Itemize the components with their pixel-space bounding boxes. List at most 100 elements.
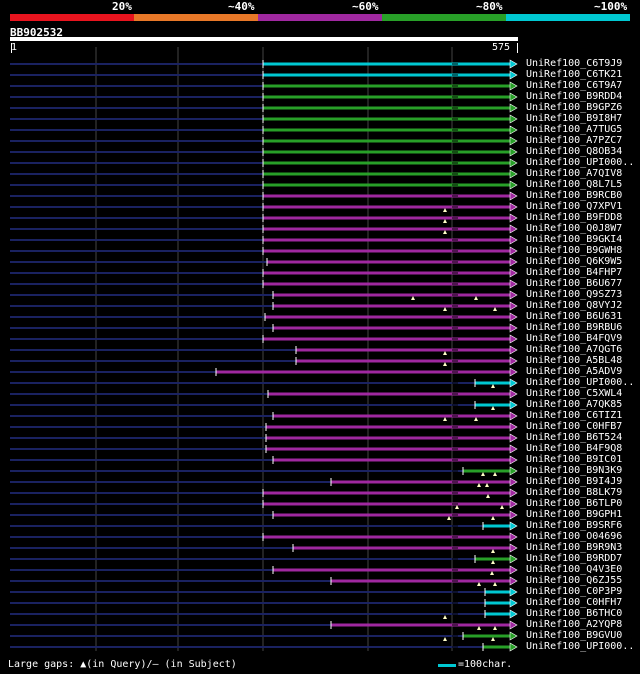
hit-arrow-22 xyxy=(509,301,518,311)
hit-label[interactable]: UniRef100_B9IC01 xyxy=(526,454,623,465)
hit-label[interactable]: UniRef100_Q8L7L5 xyxy=(526,179,623,190)
query-gap-marker-44-0 xyxy=(491,549,495,553)
hit-label[interactable]: UniRef100_A7QK85 xyxy=(526,399,623,410)
hit-label[interactable]: UniRef100_C0HFH7 xyxy=(526,597,623,608)
hit-label[interactable]: UniRef100_Q9SZ73 xyxy=(526,289,623,300)
hit-arrow-34 xyxy=(509,433,518,443)
hit-arrow-20 xyxy=(509,279,518,289)
hit-label[interactable]: UniRef100_B4FHP7 xyxy=(526,267,623,278)
hit-label[interactable]: UniRef100_C6T9J9 xyxy=(526,58,623,69)
hit-label[interactable]: UniRef100_B6TLP0 xyxy=(526,498,623,509)
hit-label[interactable]: UniRef100_C6TK21 xyxy=(526,69,623,80)
hit-label[interactable]: UniRef100_B9RDD4 xyxy=(526,91,623,102)
hit-label[interactable]: UniRef100_Q8VYJ2 xyxy=(526,300,623,311)
hit-arrow-33 xyxy=(509,422,518,432)
query-gap-marker-37-1 xyxy=(493,472,497,476)
query-id: BB902532 xyxy=(10,26,63,39)
query-gap-marker-21-0 xyxy=(411,296,415,300)
query-gap-marker-14-0 xyxy=(443,219,447,223)
hit-arrow-51 xyxy=(509,620,518,630)
hit-label[interactable]: UniRef100_Q6ZJ55 xyxy=(526,575,623,586)
hit-arrow-1 xyxy=(509,70,518,80)
hit-label[interactable]: UniRef100_C0HFB7 xyxy=(526,421,623,432)
hit-label[interactable]: UniRef100_Q8OB34 xyxy=(526,146,623,157)
query-gap-marker-45-0 xyxy=(491,560,495,564)
hit-arrow-36 xyxy=(509,455,518,465)
hit-label[interactable]: UniRef100_Q6K9W5 xyxy=(526,256,623,267)
query-gap-marker-46-0 xyxy=(490,571,494,575)
hit-arrow-11 xyxy=(509,180,518,190)
hit-label[interactable]: UniRef100_B9R9N3 xyxy=(526,542,623,553)
hit-label[interactable]: UniRef100_Q4V3E0 xyxy=(526,564,623,575)
hit-arrow-0 xyxy=(509,59,518,69)
legend-segment-60 xyxy=(258,14,382,21)
hit-label[interactable]: UniRef100_B9FDD8 xyxy=(526,212,623,223)
hit-label[interactable]: UniRef100_B9I4J9 xyxy=(526,476,623,487)
query-start-label: 1 xyxy=(11,42,18,53)
hit-label[interactable]: UniRef100_B9GWH8 xyxy=(526,245,623,256)
hit-arrow-18 xyxy=(509,257,518,267)
query-start-tick xyxy=(11,43,12,53)
query-gap-marker-41-1 xyxy=(491,516,495,520)
legend-segment-80 xyxy=(382,14,506,21)
hit-label[interactable]: UniRef100_B9GVU0 xyxy=(526,630,623,641)
hit-label[interactable]: UniRef100_C5XWL4 xyxy=(526,388,623,399)
hit-arrow-47 xyxy=(509,576,518,586)
hit-label[interactable]: UniRef100_B6THC0 xyxy=(526,608,623,619)
hit-label[interactable]: UniRef100_B9GPH1 xyxy=(526,509,623,520)
hit-label[interactable]: UniRef100_B9RCB0 xyxy=(526,190,623,201)
hit-label[interactable]: UniRef100_B9GPZ6 xyxy=(526,102,623,113)
hit-arrow-7 xyxy=(509,136,518,146)
hit-label[interactable]: UniRef100_A5BL48 xyxy=(526,355,623,366)
hit-label[interactable]: UniRef100_A7PZC7 xyxy=(526,135,623,146)
hit-label[interactable]: UniRef100_C0P3P9 xyxy=(526,586,623,597)
hit-label[interactable]: UniRef100_C6T9A7 xyxy=(526,80,623,91)
hit-label[interactable]: UniRef100_C6TIZ1 xyxy=(526,410,623,421)
legend-label-100: ~100% xyxy=(594,0,628,13)
hit-label[interactable]: UniRef100_B8LK79 xyxy=(526,487,623,498)
hit-label[interactable]: UniRef100_B9GKI4 xyxy=(526,234,623,245)
hit-label[interactable]: UniRef100_B4F9Q8 xyxy=(526,443,623,454)
hit-label[interactable]: UniRef100_A7QGT6 xyxy=(526,344,623,355)
query-gap-marker-38-0 xyxy=(477,483,481,487)
query-gap-marker-22-1 xyxy=(493,307,497,311)
hit-label[interactable]: UniRef100_A2YQP8 xyxy=(526,619,623,630)
hit-label[interactable]: UniRef100_B9N3K9 xyxy=(526,465,623,476)
hit-label[interactable]: UniRef100_UPI000.. xyxy=(526,641,635,652)
hit-label[interactable]: UniRef100_A7TUG5 xyxy=(526,124,623,135)
hit-arrow-24 xyxy=(509,323,518,333)
legend-label-80: ~80% xyxy=(476,0,503,13)
hit-arrow-30 xyxy=(509,389,518,399)
hit-label[interactable]: UniRef100_B9SRF6 xyxy=(526,520,623,531)
hit-label[interactable]: UniRef100_B9I8H7 xyxy=(526,113,623,124)
hit-label[interactable]: UniRef100_B4FQV9 xyxy=(526,333,623,344)
hit-arrow-10 xyxy=(509,169,518,179)
query-gap-marker-22-0 xyxy=(443,307,447,311)
hit-label[interactable]: UniRef100_B6T524 xyxy=(526,432,623,443)
hit-label[interactable]: UniRef100_O04696 xyxy=(526,531,623,542)
hit-label[interactable]: UniRef100_Q7XPV1 xyxy=(526,201,623,212)
hit-arrow-44 xyxy=(509,543,518,553)
hit-arrow-21 xyxy=(509,290,518,300)
hit-label[interactable]: UniRef100_Q0J8W7 xyxy=(526,223,623,234)
hit-label[interactable]: UniRef100_A7QIV8 xyxy=(526,168,623,179)
query-gap-marker-52-0 xyxy=(443,637,447,641)
hit-label[interactable]: UniRef100_B6U631 xyxy=(526,311,623,322)
hit-arrow-13 xyxy=(509,202,518,212)
hit-arrow-35 xyxy=(509,444,518,454)
query-gap-marker-27-0 xyxy=(443,362,447,366)
query-gap-marker-29-0 xyxy=(491,384,495,388)
hit-arrow-39 xyxy=(509,488,518,498)
hit-label[interactable]: UniRef100_UPI000.. xyxy=(526,157,635,168)
hit-label[interactable]: UniRef100_B6U677 xyxy=(526,278,623,289)
hit-label[interactable]: UniRef100_UPI000.. xyxy=(526,377,635,388)
query-end-tick xyxy=(517,43,518,53)
hit-label[interactable]: UniRef100_B9RDD7 xyxy=(526,553,623,564)
large-gaps-legend: Large gaps: ▲(in Query)/— (in Subject) xyxy=(8,659,237,670)
hit-label[interactable]: UniRef100_B9RBU6 xyxy=(526,322,623,333)
hit-label[interactable]: UniRef100_A5ADV9 xyxy=(526,366,623,377)
scale-bar xyxy=(438,664,456,667)
hit-arrow-37 xyxy=(509,466,518,476)
hit-arrow-3 xyxy=(509,92,518,102)
